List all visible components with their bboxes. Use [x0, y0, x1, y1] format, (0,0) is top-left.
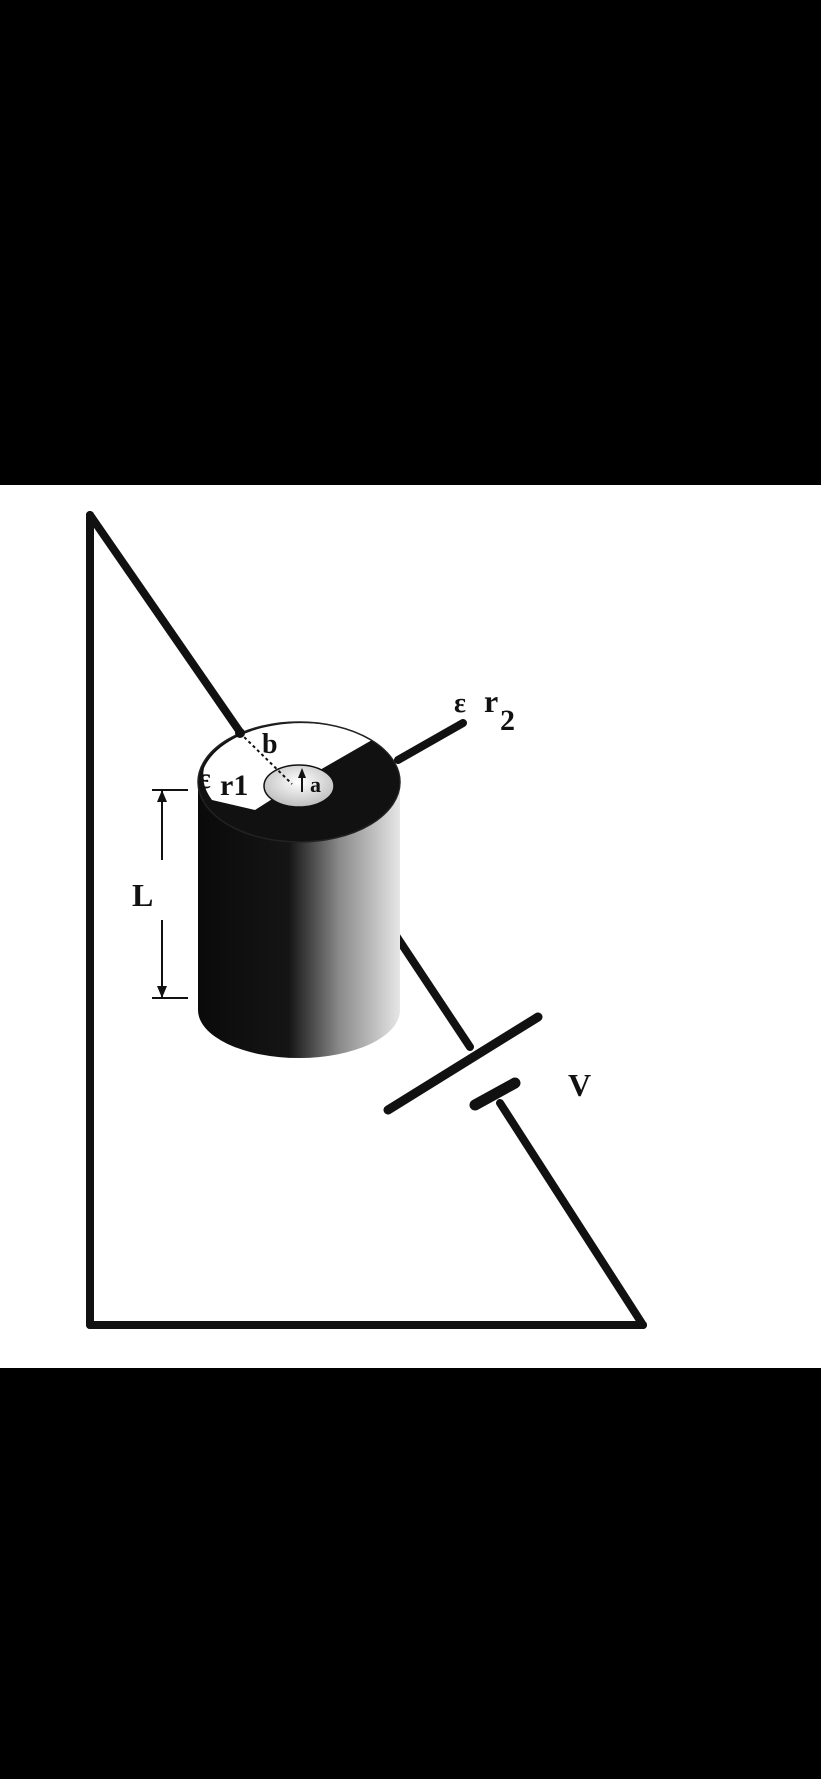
wire-junction — [235, 728, 245, 738]
wire-er2-leader — [394, 719, 467, 764]
label-voltage: V — [568, 1067, 591, 1103]
wire-lower-diagonal — [496, 1099, 647, 1329]
label-b: b — [262, 729, 278, 760]
battery-long-plate — [383, 1012, 543, 1115]
wire-top-diagonal — [86, 511, 244, 736]
inner-conductor — [263, 764, 335, 808]
battery — [383, 1012, 543, 1115]
length-dimension — [152, 789, 188, 999]
label-er2-symbol: ε — [454, 688, 466, 719]
label-er2-r: r — [484, 683, 498, 719]
label-er1-sub: r1 — [220, 769, 248, 802]
label-length: L — [132, 877, 153, 913]
cylinder-rim — [197, 721, 401, 843]
circuit-wires — [86, 511, 647, 1329]
label-er2-sub: 2 — [500, 704, 515, 737]
radius-a-arrowhead — [298, 768, 306, 778]
coaxial-cylinder — [197, 721, 401, 1058]
cylinder-body — [198, 782, 400, 1058]
length-top-arrowhead — [157, 790, 167, 802]
label-a: a — [310, 772, 321, 797]
white-panel — [0, 485, 821, 1368]
length-bottom-arrowhead — [157, 986, 167, 998]
radius-b-line — [239, 732, 293, 785]
battery-short-plate — [469, 1077, 521, 1111]
label-er1-symbol: ε — [198, 762, 211, 795]
